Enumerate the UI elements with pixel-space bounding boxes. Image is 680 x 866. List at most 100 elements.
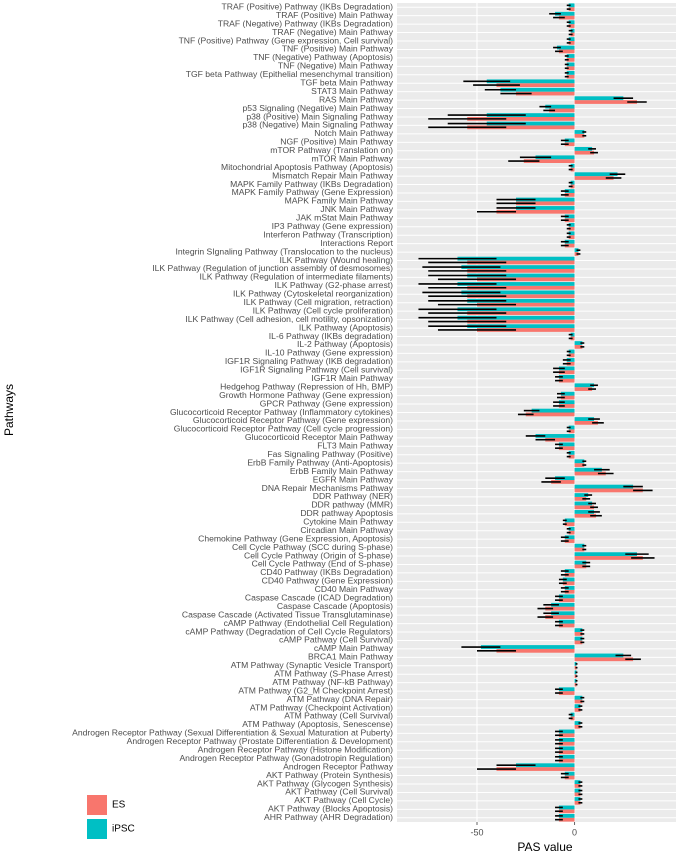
x-tick-label: 0 [572, 827, 577, 837]
y-tick-label: Mismatch Repair Main Pathway [272, 170, 394, 180]
bar [496, 83, 575, 88]
bar [564, 775, 575, 780]
bar [574, 788, 581, 793]
bar [457, 256, 575, 261]
bar [562, 581, 575, 586]
bar [562, 577, 575, 582]
y-tick-label: IGF1R Signaling Pathway (Cell survival) [240, 365, 393, 375]
bar [558, 809, 575, 814]
bar [568, 429, 575, 434]
bar [480, 645, 575, 649]
bar [568, 40, 575, 45]
bar [574, 780, 581, 785]
bar [574, 695, 583, 700]
y-tick-label: Hedgehog Pathway (Repression of Hh, BMP) [220, 381, 393, 391]
y-tick-label: TNF (Positive) Pathway (Gene expression,… [179, 35, 394, 45]
bar [496, 209, 575, 214]
bar [467, 260, 575, 265]
bar [564, 535, 575, 540]
bar [574, 130, 585, 134]
bar [564, 142, 575, 147]
bar [558, 813, 575, 818]
y-tick-label: mTOR Main Pathway [311, 153, 393, 163]
y-tick-label: ATM Pathway (Checkpoint Activation) [250, 702, 393, 712]
y-tick-label: ILK Pathway (G2-phase arrest) [275, 280, 394, 290]
bar [566, 70, 575, 75]
bar [568, 24, 575, 28]
bar [568, 3, 575, 8]
bar [558, 691, 575, 695]
bar [531, 408, 575, 413]
x-tick-label: -50 [470, 827, 483, 837]
y-tick-label: IL-2 Pathway (Apoptosis) [297, 339, 393, 349]
bar [574, 552, 637, 557]
y-tick-label: MAPK Family Pathway (IKBs Degradation) [230, 179, 393, 189]
y-tick-label: GPCR Pathway (Gene expression) [260, 398, 393, 408]
bar [564, 189, 575, 193]
y-tick-label: TRAF (Negative) Pathway (IKBs Degradatio… [218, 18, 393, 28]
y-tick-label: IL-10 Pathway (Gene expression) [265, 348, 393, 358]
legend-label: ES [112, 800, 126, 811]
bar [574, 467, 602, 472]
bar [551, 602, 575, 607]
y-tick-label: ILK Pathway (Regulation of junction asse… [152, 263, 393, 273]
y-tick-label: ErbB Family Main Pathway [290, 466, 394, 476]
bar [558, 378, 575, 383]
bar [516, 91, 575, 96]
y-tick-label: mTOR Pathway (Translation on) [270, 145, 393, 155]
legend-label: iPSC [112, 824, 135, 835]
y-tick-label: TGF beta Main Pathway [300, 77, 393, 87]
bar [467, 311, 575, 315]
bar [558, 400, 575, 405]
y-tick-label: TRAF (Positive) Pathway (IKBs Degradatio… [222, 1, 394, 11]
y-tick-label: Fas Signaling Pathway (Positive) [267, 449, 393, 459]
bar [558, 15, 575, 20]
bar [574, 699, 583, 704]
y-tick-label: p38 (Positive) Main Signaling Pathway [246, 111, 393, 121]
bar [467, 324, 575, 329]
bar [558, 370, 575, 375]
bar [457, 307, 575, 312]
bar [523, 159, 575, 164]
bar [560, 391, 575, 396]
bar [574, 628, 583, 633]
bar [574, 640, 583, 645]
bar [496, 648, 575, 653]
y-tick-label: TRAF (Negative) Main Pathway [272, 27, 394, 37]
y-tick-label: Interferon Pathway (Transcription) [263, 229, 393, 239]
bar [568, 526, 575, 531]
bar [568, 425, 575, 430]
y-tick-label: ILK Pathway (Cell migration, retraction) [244, 297, 394, 307]
bar [558, 619, 575, 624]
bar [568, 349, 575, 354]
bar [566, 74, 575, 79]
y-tick-label: ATM Pathway (NF-kB Pathway) [272, 677, 393, 687]
bar [558, 446, 575, 451]
bar [461, 290, 575, 295]
y-tick-label: CD40 Pathway (IKBs Degradation) [260, 567, 393, 577]
bar [516, 201, 575, 206]
y-tick-label: ILK Pathway (Cell adhesion, cell motilit… [185, 314, 393, 324]
bar [574, 387, 593, 391]
y-tick-label: Mitochondrial Apoptosis Pathway (Apoptos… [221, 162, 393, 172]
bar [564, 518, 575, 523]
y-tick-label: Caspase Cascade (Apoptosis) [277, 601, 393, 611]
y-tick-label: AHR Pathway (AHR Degradation) [264, 812, 393, 822]
bar [564, 522, 575, 527]
y-tick-label: STAT3 Main Pathway [311, 86, 394, 96]
bar [564, 771, 575, 776]
bar [558, 737, 575, 742]
y-tick-label: ATM Pathway (Cell Survival) [284, 711, 393, 721]
y-tick-label: Glucocorticoid Receptor Pathway (Cell cy… [174, 424, 393, 434]
bar [574, 632, 583, 636]
bar [574, 792, 581, 797]
y-tick-label: IL-6 Pathway (IKBs degradation) [269, 331, 393, 341]
bar [574, 133, 585, 138]
y-tick-label: BRCA1 Main Pathway [308, 652, 394, 662]
y-tick-label: TNF (Negative) Main Pathway [278, 61, 394, 71]
bar [516, 206, 575, 210]
bar [467, 294, 575, 299]
bar [568, 530, 575, 535]
y-tick-label: TGF beta Pathway (Epithelial mesenchymal… [186, 69, 393, 79]
bar [555, 11, 575, 16]
